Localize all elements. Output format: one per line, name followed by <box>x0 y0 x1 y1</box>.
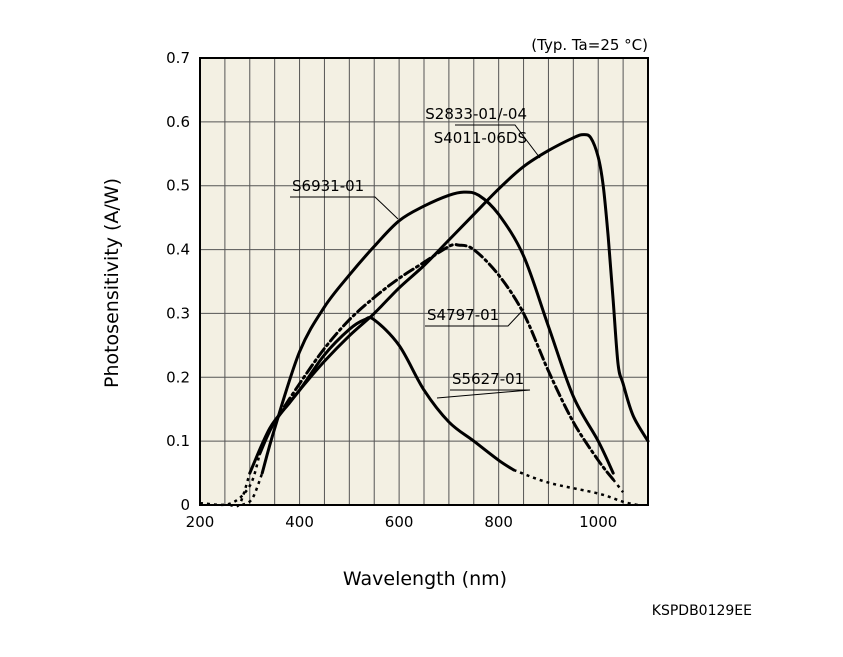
series-extension-s4797-01 <box>612 478 625 493</box>
condition-note: (Typ. Ta=25 °C) <box>531 36 648 54</box>
series-extension-s5627-01 <box>513 468 639 507</box>
series-label-s2833-01-04: S2833-01/-04 <box>425 105 527 123</box>
y-tick-label: 0.5 <box>166 177 190 195</box>
y-tick-label: 0.2 <box>166 368 190 386</box>
x-axis-title: Wavelength (nm) <box>343 568 507 590</box>
y-tick-label: 0.6 <box>166 113 190 131</box>
series-line-s5627-01 <box>258 316 516 472</box>
y-axis-title: Photosensitivity (A/W) <box>101 178 123 388</box>
series-line-s6931-01 <box>260 190 615 475</box>
plot-frame <box>199 57 649 506</box>
series-label-s4797-01: S4797-01 <box>427 306 499 324</box>
series-labels: S2833-01/-04 S4011-06DS S6931-01 S4797-01 S5… <box>290 105 541 399</box>
y-tick-label: 0 <box>180 496 190 514</box>
series-extension-s6931-01 <box>241 472 264 507</box>
x-tick-label: 600 <box>385 513 414 531</box>
x-tick-label: 1000 <box>579 513 617 531</box>
series-line-s4797-01 <box>263 242 615 481</box>
document-code: KSPDB0129EE <box>652 603 752 619</box>
leader-line <box>425 308 525 327</box>
series-extension-s2833-01-04 <box>229 472 251 508</box>
grid <box>200 58 648 505</box>
series-label-s4011-06ds: S4011-06DS <box>434 129 527 147</box>
leader-line <box>455 124 541 159</box>
series-extension-s5627-01 <box>199 453 261 507</box>
leader-line <box>290 196 399 220</box>
x-tick-label: 800 <box>484 513 513 531</box>
y-tick-label: 0.1 <box>166 432 190 450</box>
y-tick-label: 0.4 <box>166 241 190 259</box>
series-line-s2833-01-04 <box>248 133 650 475</box>
axis-ticks: 200 400 600 800 1000 0 0.1 0.2 0.3 0.4 0.5 0.6 0.7 <box>166 49 617 531</box>
x-tick-label: 200 <box>186 513 215 531</box>
leader-line <box>436 389 531 399</box>
series-label-s5627-01: S5627-01 <box>452 370 524 388</box>
series-curves <box>199 133 650 508</box>
y-tick-label: 0.3 <box>166 304 190 322</box>
x-tick-label: 400 <box>285 513 314 531</box>
series-label-s6931-01: S6931-01 <box>292 177 364 195</box>
y-tick-label: 0.7 <box>166 49 190 67</box>
